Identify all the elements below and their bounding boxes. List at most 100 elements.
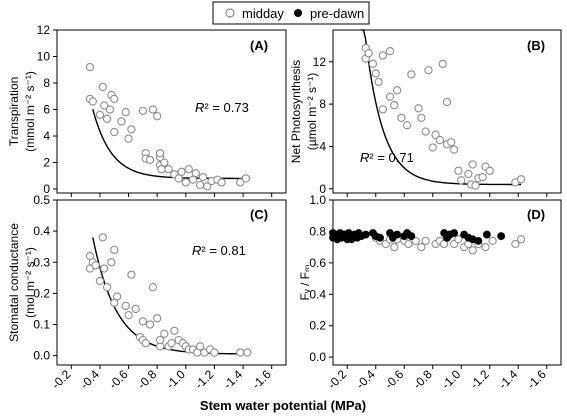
panel-b-ytick-label: 8 [319, 97, 326, 111]
panel-b-point-midday [447, 138, 456, 147]
panel-b-fit-curve [361, 29, 522, 186]
panel-a-point-midday [95, 110, 105, 119]
panel-d-point-midday [516, 235, 526, 244]
panel-c-xtick-label: -1.0 [163, 367, 188, 392]
panel-a-point-midday [148, 105, 158, 114]
panel-a-r2-value: ² = 0.73 [204, 100, 248, 115]
panel-b-r2-value: ² = 0.71 [369, 150, 413, 165]
panel-a-point-midday [127, 125, 136, 134]
panel-a-point-midday [153, 111, 162, 121]
panel-a-ytick-label: 8 [43, 76, 50, 90]
panel-b-point-midday [407, 70, 416, 79]
panel-b-r2-symbol: R [360, 150, 369, 165]
panel-d-point-midday [488, 236, 497, 246]
panel-c-point-midday [236, 348, 245, 357]
panel-b-point-midday [428, 143, 437, 152]
panel-d-ytick-label: 0.2 [309, 319, 326, 333]
panel-a-point-midday [85, 62, 95, 72]
panel-c-xtick-label: -0.8 [135, 367, 160, 392]
panel-a-point-midday [121, 108, 130, 117]
panel-d-point-midday [454, 235, 463, 244]
panel-b-point-midday [516, 175, 526, 184]
panel-d-point-pre-dawn [361, 230, 370, 239]
panel-a-point-midday [203, 182, 212, 191]
panel-c-label: (C) [250, 207, 268, 222]
panel-c-ylabel-2: (mol m⁻² s⁻¹) [23, 247, 37, 318]
panel-b-point-midday [378, 105, 388, 114]
panel-c-xtick-label: -1.6 [249, 367, 274, 392]
panel-b-point-midday [397, 113, 406, 122]
panel-a-point-midday [117, 117, 126, 126]
panel-c-ytick-label: 0.5 [33, 193, 50, 207]
panel-b-point-midday [421, 127, 430, 136]
panel-d-points [329, 229, 526, 255]
panel-d-xtick-label: -0.6 [382, 367, 407, 392]
panel-a-point-midday [88, 97, 97, 106]
panel-b-point-midday [385, 47, 395, 56]
panel-d-ylabel-1: Fᵥ / Fₘ [298, 265, 312, 301]
panel-b-ytick-label: 12 [313, 55, 327, 69]
panel-c-ytick-label: 0.2 [33, 286, 50, 300]
panel-c-ytick-label: 0.0 [33, 349, 50, 363]
panel-d-point-pre-dawn [393, 230, 402, 239]
panel-b-point-midday [485, 166, 494, 175]
panel-c-point-midday [100, 264, 109, 273]
panel-c-xtick-label: -0.6 [106, 367, 131, 392]
panel-b-point-midday [392, 86, 402, 95]
panel-d-ytick-label: 0.4 [309, 287, 326, 301]
panel-d-point-pre-dawn [474, 236, 483, 245]
panel-c-point-midday [141, 339, 150, 348]
panel-c-point-midday [98, 233, 107, 242]
panel-c-frame [56, 199, 287, 366]
panel-b-point-midday [449, 145, 459, 154]
legend: midday pre-dawn [212, 1, 370, 25]
panel-c-r2-symbol: R [192, 243, 201, 258]
panel-b-point-midday [414, 104, 423, 113]
panel-a-point-midday [145, 155, 155, 165]
panel-c-ytick-label: 0.1 [33, 318, 50, 332]
x-axis-title: Stem water potential (MPa) [200, 398, 366, 413]
panel-d-xtick-label: -0.4 [353, 367, 378, 392]
panel-b-point-midday [442, 97, 452, 107]
panel-b-point-midday [368, 59, 378, 69]
panel-a-point-midday [138, 106, 148, 115]
panel-a-point-midday [184, 164, 193, 174]
panel-c-r2: R² = 0.81 [192, 243, 246, 258]
panel-c-point-midday [148, 283, 158, 292]
panel-b-point-midday [431, 130, 440, 139]
panel-a-ytick-label: 10 [37, 50, 51, 64]
panel-d-xtick-label: -0.2 [325, 367, 350, 392]
panel-a-ytick-label: 0 [43, 182, 50, 196]
panel-a-point-midday [174, 174, 183, 183]
panel-c-point-midday [91, 261, 100, 270]
panel-a-point-midday [195, 180, 205, 190]
panel-b-point-midday [478, 172, 487, 182]
panel-c-points [85, 233, 252, 357]
panel-d-point-midday [481, 242, 490, 252]
panel-c-point-midday [127, 270, 136, 279]
panel-c-point-midday [210, 348, 219, 357]
panel-b-point-midday [364, 49, 373, 58]
panel-a-ytick-label: 2 [43, 156, 50, 170]
panel-a-ytick-label: 12 [37, 23, 51, 37]
panel-c-fit-curve [92, 237, 251, 355]
panel-c-point-midday [112, 292, 122, 301]
panel-d-point-pre-dawn [482, 230, 491, 239]
legend-box [212, 1, 370, 25]
panel-d-point-midday [417, 242, 426, 252]
legend-label-midday: midday [242, 6, 284, 21]
panel-c-point-midday [170, 326, 179, 335]
panel-c-point-midday [124, 311, 133, 320]
panel-d-ytick-label: 1.0 [309, 193, 326, 207]
panel-b-point-midday [390, 101, 399, 110]
panel-d-ticks: 0.00.20.40.60.81.0-0.2 -0.4 -0.6 -0.8 -1.0 -1… [309, 193, 549, 392]
panel-a-point-midday [191, 168, 200, 178]
panel-c-point-midday [153, 314, 162, 323]
panel-a-ylabel-2: (mmol m⁻² s⁻¹) [23, 71, 37, 152]
panel-d-frame [332, 199, 562, 366]
panel-a-point-midday [160, 158, 169, 167]
panel-d-ytick-label: 0.6 [309, 256, 326, 270]
panel-a-frame [56, 29, 287, 194]
panel-c-point-midday [145, 320, 155, 329]
panel-b-point-midday [468, 160, 477, 169]
